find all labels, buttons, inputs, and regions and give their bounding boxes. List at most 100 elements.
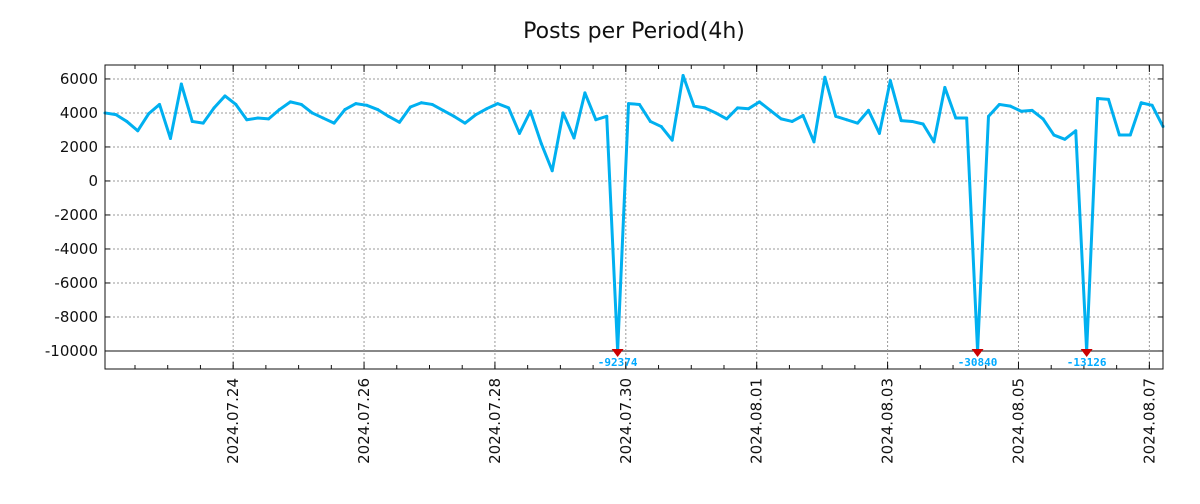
data-point (997, 102, 1001, 106)
data-point (845, 118, 849, 122)
data-point (1008, 104, 1012, 108)
data-point (779, 117, 783, 121)
data-point (419, 101, 423, 105)
data-point (288, 100, 292, 104)
data-point (670, 138, 674, 142)
data-point (1106, 97, 1110, 101)
x-tick-label: 2024.08.03 (879, 378, 897, 464)
data-point (877, 131, 881, 135)
clip-marker-triangle (611, 348, 624, 357)
data-point (725, 117, 729, 121)
y-tick-label: 4000 (60, 104, 98, 122)
data-point (201, 121, 205, 125)
data-point (1096, 96, 1100, 100)
x-tick-label: 2024.07.28 (486, 378, 504, 464)
data-point (1041, 117, 1045, 121)
data-point (387, 114, 391, 118)
data-point (234, 102, 238, 106)
data-point (768, 108, 772, 112)
data-point (648, 119, 652, 123)
data-point (147, 112, 151, 116)
data-point (463, 121, 467, 125)
data-point (1052, 133, 1056, 137)
x-tick-label: 2024.08.05 (1009, 378, 1027, 464)
data-point (572, 136, 576, 140)
clip-annotation-label: -13126 (1067, 356, 1107, 369)
grid (105, 65, 1163, 369)
data-point (430, 102, 434, 106)
clip-marker-triangle (971, 348, 984, 357)
data-point (299, 102, 303, 106)
data-point (517, 131, 521, 135)
data-point (158, 102, 162, 106)
data-point (408, 105, 412, 109)
data-point (823, 75, 827, 79)
data-point (179, 82, 183, 86)
data-point (550, 169, 554, 173)
data-point (965, 116, 969, 120)
axis-ticks: 6000 4000 2000 0 -2000 -4000 -6000 -8000 -10000 2… (45, 65, 1163, 464)
data-point (637, 102, 641, 106)
data-point (223, 94, 227, 98)
data-point (1128, 133, 1132, 137)
chart-title: Posts per Period(4h) (523, 19, 745, 44)
y-tick-label: -6000 (54, 274, 98, 292)
data-point (376, 108, 380, 112)
x-tick-label: 2024.07.26 (355, 378, 373, 464)
data-point (1074, 129, 1078, 133)
data-point (605, 114, 609, 118)
data-point (245, 118, 249, 122)
data-point (703, 106, 707, 110)
clip-marker-triangle (1080, 348, 1093, 357)
data-point (1150, 103, 1154, 107)
data-point (1030, 108, 1034, 112)
data-point (1063, 137, 1067, 141)
data-point (1139, 101, 1143, 105)
data-point (332, 121, 336, 125)
data-point (856, 121, 860, 125)
data-point (1019, 109, 1023, 113)
y-tick-label: -4000 (54, 240, 98, 258)
data-point (343, 108, 347, 112)
x-tick-label: 2024.08.01 (748, 378, 766, 464)
data-point (528, 109, 532, 113)
series-posts (103, 74, 1165, 353)
data-point (790, 119, 794, 123)
data-point (474, 113, 478, 117)
data-point (310, 111, 314, 115)
series-line (104, 74, 1165, 353)
data-point (888, 79, 892, 83)
data-point (932, 140, 936, 144)
data-point (986, 114, 990, 118)
data-point (168, 136, 172, 140)
plot-frame (104, 64, 1164, 370)
data-point (267, 117, 271, 121)
data-point (321, 116, 325, 120)
y-tick-label: 0 (88, 172, 98, 190)
y-tick-label: -10000 (45, 342, 98, 360)
data-point (496, 102, 500, 106)
data-point (539, 142, 543, 146)
data-point (834, 114, 838, 118)
data-point (114, 113, 118, 117)
data-point (136, 129, 140, 133)
data-point (867, 108, 871, 112)
data-point (594, 118, 598, 122)
data-point (190, 119, 194, 123)
data-point (943, 85, 947, 89)
data-point (747, 107, 751, 111)
data-point (801, 113, 805, 117)
y-tick-label: -8000 (54, 308, 98, 326)
data-point (256, 116, 260, 120)
data-point (354, 102, 358, 106)
data-point (757, 100, 761, 104)
data-point (583, 91, 587, 95)
y-tick-label: -2000 (54, 206, 98, 224)
data-point (397, 120, 401, 124)
data-point (441, 108, 445, 112)
data-point (910, 119, 914, 123)
data-point (812, 140, 816, 144)
data-point (921, 122, 925, 126)
clip-annotation-label: -30840 (958, 356, 998, 369)
